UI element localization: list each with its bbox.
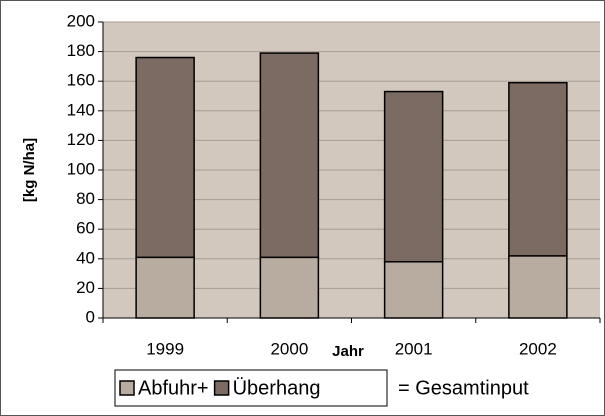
y-tick-label: 60 <box>76 219 95 238</box>
legend-note: = Gesamtinput <box>398 377 529 399</box>
y-axis-label: [kg N/ha] <box>21 138 38 202</box>
legend-label: Abfuhr+ <box>138 377 209 399</box>
bar-segment <box>259 256 320 319</box>
y-tick-label: 200 <box>67 11 95 30</box>
x-tick-label: 2002 <box>519 339 557 358</box>
bar-segment <box>508 255 568 319</box>
y-tick-label: 140 <box>67 100 95 119</box>
bar-segment <box>259 52 320 259</box>
bar-segment <box>383 90 444 263</box>
legend-swatch <box>213 380 230 396</box>
x-tick-label: 2000 <box>270 339 308 358</box>
legend-swatch <box>119 380 135 396</box>
y-tick-label: 100 <box>67 159 95 178</box>
legend-label: Überhang <box>233 377 321 399</box>
bar-segment <box>135 256 195 319</box>
x-tick-label: 2001 <box>395 339 433 358</box>
y-tick-label: 160 <box>67 71 95 90</box>
bar-segment <box>383 261 444 319</box>
legend-box <box>114 369 388 407</box>
bar-segment <box>135 56 195 259</box>
y-tick-label: 120 <box>67 130 95 149</box>
bar-segment <box>508 81 568 257</box>
y-tick-label: 80 <box>76 189 95 208</box>
y-tick-label: 40 <box>76 248 95 267</box>
y-tick-label: 20 <box>76 278 95 297</box>
y-tick-label: 180 <box>67 41 95 60</box>
x-tick-label: 1999 <box>146 339 184 358</box>
x-axis-label: Jahr <box>332 343 364 360</box>
y-tick-label: 0 <box>86 307 95 326</box>
